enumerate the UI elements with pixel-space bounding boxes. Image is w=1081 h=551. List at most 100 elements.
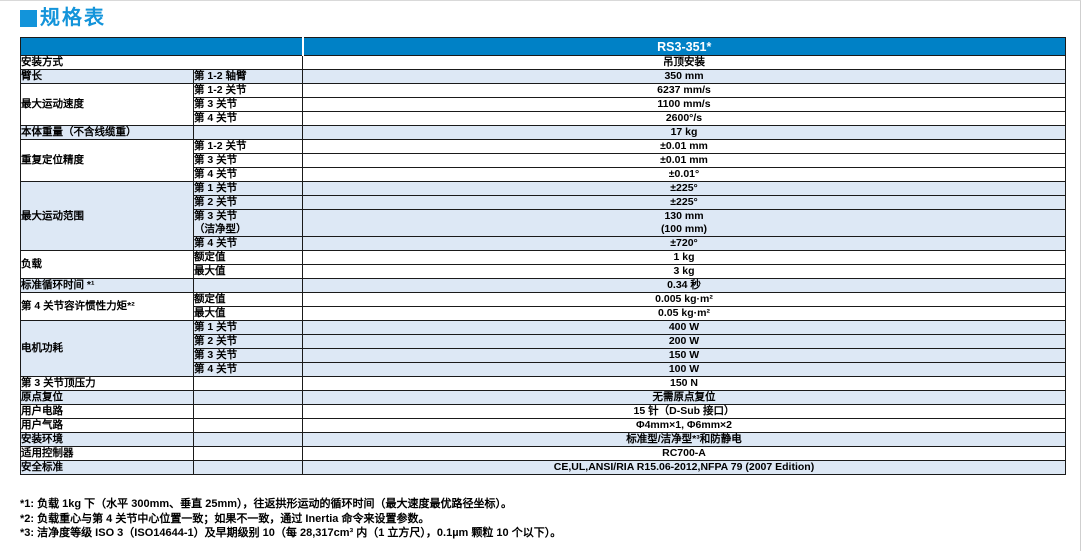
- table-row: 适用控制器 RC700-A: [20, 446, 1066, 461]
- spec-value: ±720°: [302, 236, 1066, 251]
- table-row: 安装环境 标准型/洁净型*³和防静电: [20, 432, 1066, 447]
- spec-subcategory: 第 1-2 轴臂: [193, 69, 303, 84]
- spec-label: 重复定位精度: [20, 139, 194, 182]
- footnote: *2: 负载重心与第 4 关节中心位置一致；如果不一致，通过 Inertia 命…: [20, 512, 430, 525]
- table-row: 最大值 3 kg: [21, 264, 1066, 279]
- table-row: 臂长第 1-2 轴臂 350 mm: [20, 69, 1066, 84]
- spec-value: ±0.01°: [302, 167, 1066, 182]
- spec-label: 本体重量（不含线缆重）: [20, 125, 194, 140]
- spec-label: 电机功耗: [20, 320, 194, 377]
- spec-value: 1 kg: [302, 250, 1066, 265]
- spec-subcategory: [193, 432, 303, 447]
- table-row: 负载 额定值 1 kg: [20, 250, 1066, 279]
- spec-label: 臂长: [20, 69, 194, 84]
- spec-value: Φ4mm×1, Φ6mm×2: [302, 418, 1066, 433]
- spec-subcategory: 第 1 关节: [193, 320, 303, 335]
- spec-subcategory: 第 4 关节: [193, 236, 303, 251]
- spec-value: 3 kg: [302, 264, 1066, 279]
- header-model-cell: RS3-351*: [302, 37, 1066, 56]
- table-row: 标准循环时间 *¹ 0.34 秒: [20, 278, 1066, 293]
- spec-subcategory: [193, 278, 303, 293]
- spec-value: 2600°/s: [302, 111, 1066, 126]
- table-row: 第 4 关节容许惯性力矩*² 额定值 0.005 kg·m²: [20, 292, 1066, 321]
- spec-value: 350 mm: [302, 69, 1066, 84]
- spec-subcategory: 额定值: [193, 250, 303, 265]
- spec-subcategory: 最大值: [193, 264, 303, 279]
- spec-subcategory: 第 3 关节: [193, 153, 303, 168]
- spec-value: 150 W: [302, 348, 1066, 363]
- spec-label: 安装环境: [20, 432, 194, 447]
- spec-label: 用户气路: [20, 418, 194, 433]
- spec-value: CE,UL,ANSI/RIA R15.06-2012,NFPA 79 (2007…: [302, 460, 1066, 475]
- table-row: 用户气路 Φ4mm×1, Φ6mm×2: [20, 418, 1066, 433]
- spec-value: 100 W: [302, 362, 1066, 377]
- spec-subcategory: 第 3 关节: [193, 348, 303, 363]
- table-row: 安装方式 吊顶安装: [20, 55, 1066, 70]
- spec-value: 标准型/洁净型*³和防静电: [302, 432, 1066, 447]
- table-row: 用户电路 15 针（D-Sub 接口）: [20, 404, 1066, 419]
- page-title-text: 规格表: [40, 7, 106, 29]
- spec-subcategory: 额定值: [193, 292, 303, 307]
- spec-value: 200 W: [302, 334, 1066, 349]
- spec-value: 150 N: [302, 376, 1066, 391]
- table-row: 本体重量（不含线缆重） 17 kg: [20, 125, 1066, 140]
- spec-subcategory: 第 3 关节: [193, 97, 303, 112]
- spec-label: 最大运动速度: [20, 83, 194, 126]
- spec-value: 吊顶安装: [302, 55, 1066, 70]
- spec-subcategory: 第 4 关节: [193, 362, 303, 377]
- spec-label: 第 3 关节顶压力: [20, 376, 194, 391]
- spec-label: 适用控制器: [20, 446, 194, 461]
- table-row: 重复定位精度第 1-2 关节 ±0.01 mm: [20, 139, 1066, 182]
- spec-subcategory: 第 2 关节: [193, 195, 303, 210]
- spec-value: 无需原点复位: [302, 390, 1066, 405]
- spec-subcategory: [193, 390, 303, 405]
- spec-subcategory: [193, 125, 303, 140]
- footnote: *3: 洁净度等级 ISO 3（ISO14644-1）及早期级别 10（每 28…: [20, 527, 562, 539]
- spec-value: 0.05 kg·m²: [302, 306, 1066, 321]
- table-header-row: RS3-351*: [20, 37, 1066, 56]
- spec-subcategory: [193, 460, 303, 475]
- spec-value: 1100 mm/s: [302, 97, 1066, 112]
- spec-value: ±225°: [302, 181, 1066, 196]
- footnote: *1: 负载 1kg 下（水平 300mm、垂直 25mm），往返拱形运动的循环…: [20, 498, 513, 510]
- spec-subcategory: 第 1-2 关节: [193, 83, 303, 98]
- table-row: 第 3 关节 1100 mm/s: [21, 97, 1066, 112]
- spec-label: 用户电路: [20, 404, 194, 419]
- spec-value: 15 针（D-Sub 接口）: [302, 404, 1066, 419]
- table-row: 最大运动速度第 1-2 关节 6237 mm/s: [20, 83, 1066, 126]
- spec-label: 最大运动范围: [20, 181, 194, 251]
- spec-subcategory: 第 1-2 关节: [193, 139, 303, 154]
- spec-subcategory: [193, 404, 303, 419]
- header-empty-cell: [20, 37, 304, 56]
- spec-subcategory: 第 3 关节 （洁净型）: [193, 209, 303, 237]
- spec-value: ±225°: [302, 195, 1066, 210]
- spec-subcategory: [193, 376, 303, 391]
- table-row: 最大运动范围第 1 关节 ±225°: [20, 181, 1066, 251]
- spec-value: 6237 mm/s: [302, 83, 1066, 98]
- table-row: 安全标准 CE,UL,ANSI/RIA R15.06-2012,NFPA 79 (…: [20, 460, 1066, 475]
- spec-label: 标准循环时间 *¹: [20, 278, 194, 293]
- spec-value: 0.005 kg·m²: [302, 292, 1066, 307]
- spec-label: 负载: [20, 250, 194, 279]
- page-title: 规格表: [20, 7, 106, 29]
- spec-label: 安装方式: [20, 55, 303, 70]
- spec-subcategory: [193, 446, 303, 461]
- spec-value: RC700-A: [302, 446, 1066, 461]
- spec-value: ±0.01 mm: [302, 153, 1066, 168]
- spec-subcategory: [193, 418, 303, 433]
- spec-value: 17 kg: [302, 125, 1066, 140]
- table-row: 最大值 0.05 kg·m²: [21, 306, 1066, 321]
- table-row: 第 3 关节 150 W: [21, 348, 1066, 363]
- footnotes: *1: 负载 1kg 下（水平 300mm、垂直 25mm），往返拱形运动的循环…: [20, 497, 1064, 541]
- table-row: 第 3 关节 （洁净型） 130 mm (100 mm): [21, 209, 1066, 237]
- spec-subcategory: 第 4 关节: [193, 111, 303, 126]
- spec-subcategory: 第 1 关节: [193, 181, 303, 196]
- spec-value: 400 W: [302, 320, 1066, 335]
- spec-value: 130 mm (100 mm): [302, 209, 1066, 237]
- spec-subcategory: 最大值: [193, 306, 303, 321]
- table-row: 电机功耗第 1 关节 400 W: [20, 320, 1066, 377]
- title-square-icon: [20, 9, 37, 27]
- table-row: 第 4 关节 ±720°: [21, 236, 1066, 251]
- table-row: 第 2 关节 ±225°: [21, 195, 1066, 210]
- spec-label: 安全标准: [20, 460, 194, 475]
